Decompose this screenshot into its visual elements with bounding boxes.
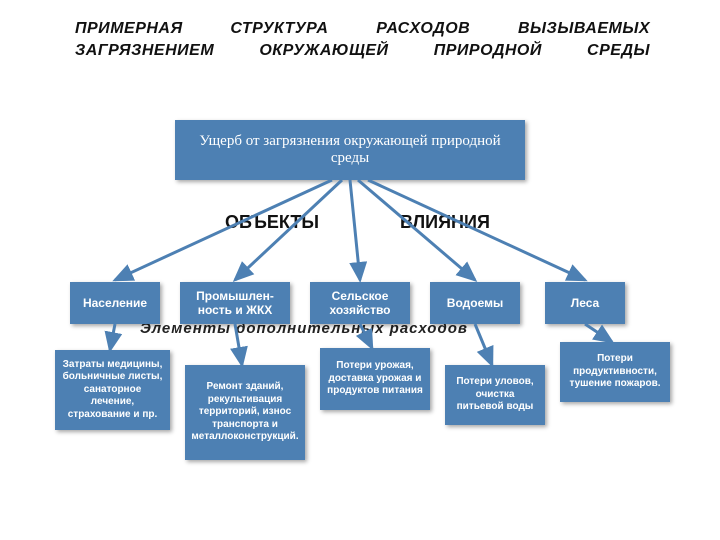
category-node-industry: Промышлен-ность и ЖКХ (180, 282, 290, 324)
leaf-node-crops: Потери урожая, доставка урожая и продукт… (320, 348, 430, 410)
category-node-agriculture: Сельское хозяйство (310, 282, 410, 324)
leaf-label: Потери уловов, очистка питьевой воды (451, 376, 539, 414)
section-label-influence: ВЛИЯНИЯ (400, 212, 490, 233)
leaf-node-repairs: Ремонт зданий, рекультивация территорий,… (185, 365, 305, 460)
root-node-label: Ущерб от загрязнения окружающей природно… (181, 133, 519, 167)
leaf-label: Потери продуктивности, тушение пожаров. (566, 353, 664, 391)
leaf-label: Потери урожая, доставка урожая и продукт… (326, 360, 424, 398)
diagram-stage: ПРИМЕРНАЯ СТРУКТУРА РАСХОДОВ ВЫЗЫВАЕМЫХ … (0, 0, 720, 540)
leaf-node-fires: Потери продуктивности, тушение пожаров. (560, 342, 670, 402)
category-label: Сельское хозяйство (316, 289, 404, 317)
leaf-label: Затраты медицины, больничные листы, сана… (61, 359, 164, 422)
leaf-label: Ремонт зданий, рекультивация территорий,… (191, 381, 299, 444)
category-label: Промышлен-ность и ЖКХ (186, 289, 284, 317)
category-node-water: Водоемы (430, 282, 520, 324)
page-title: ПРИМЕРНАЯ СТРУКТУРА РАСХОДОВ ВЫЗЫВАЕМЫХ … (75, 18, 650, 61)
leaf-node-catch: Потери уловов, очистка питьевой воды (445, 365, 545, 425)
category-label: Население (83, 296, 147, 310)
category-node-population: Население (70, 282, 160, 324)
connectors-svg (0, 0, 720, 540)
section-label-objects: ОБЪЕКТЫ (225, 212, 319, 233)
category-label: Леса (571, 296, 599, 310)
leaf-node-medicine: Затраты медицины, больничные листы, сана… (55, 350, 170, 430)
category-node-forests: Леса (545, 282, 625, 324)
category-label: Водоемы (447, 296, 503, 310)
root-node: Ущерб от загрязнения окружающей природно… (175, 120, 525, 180)
